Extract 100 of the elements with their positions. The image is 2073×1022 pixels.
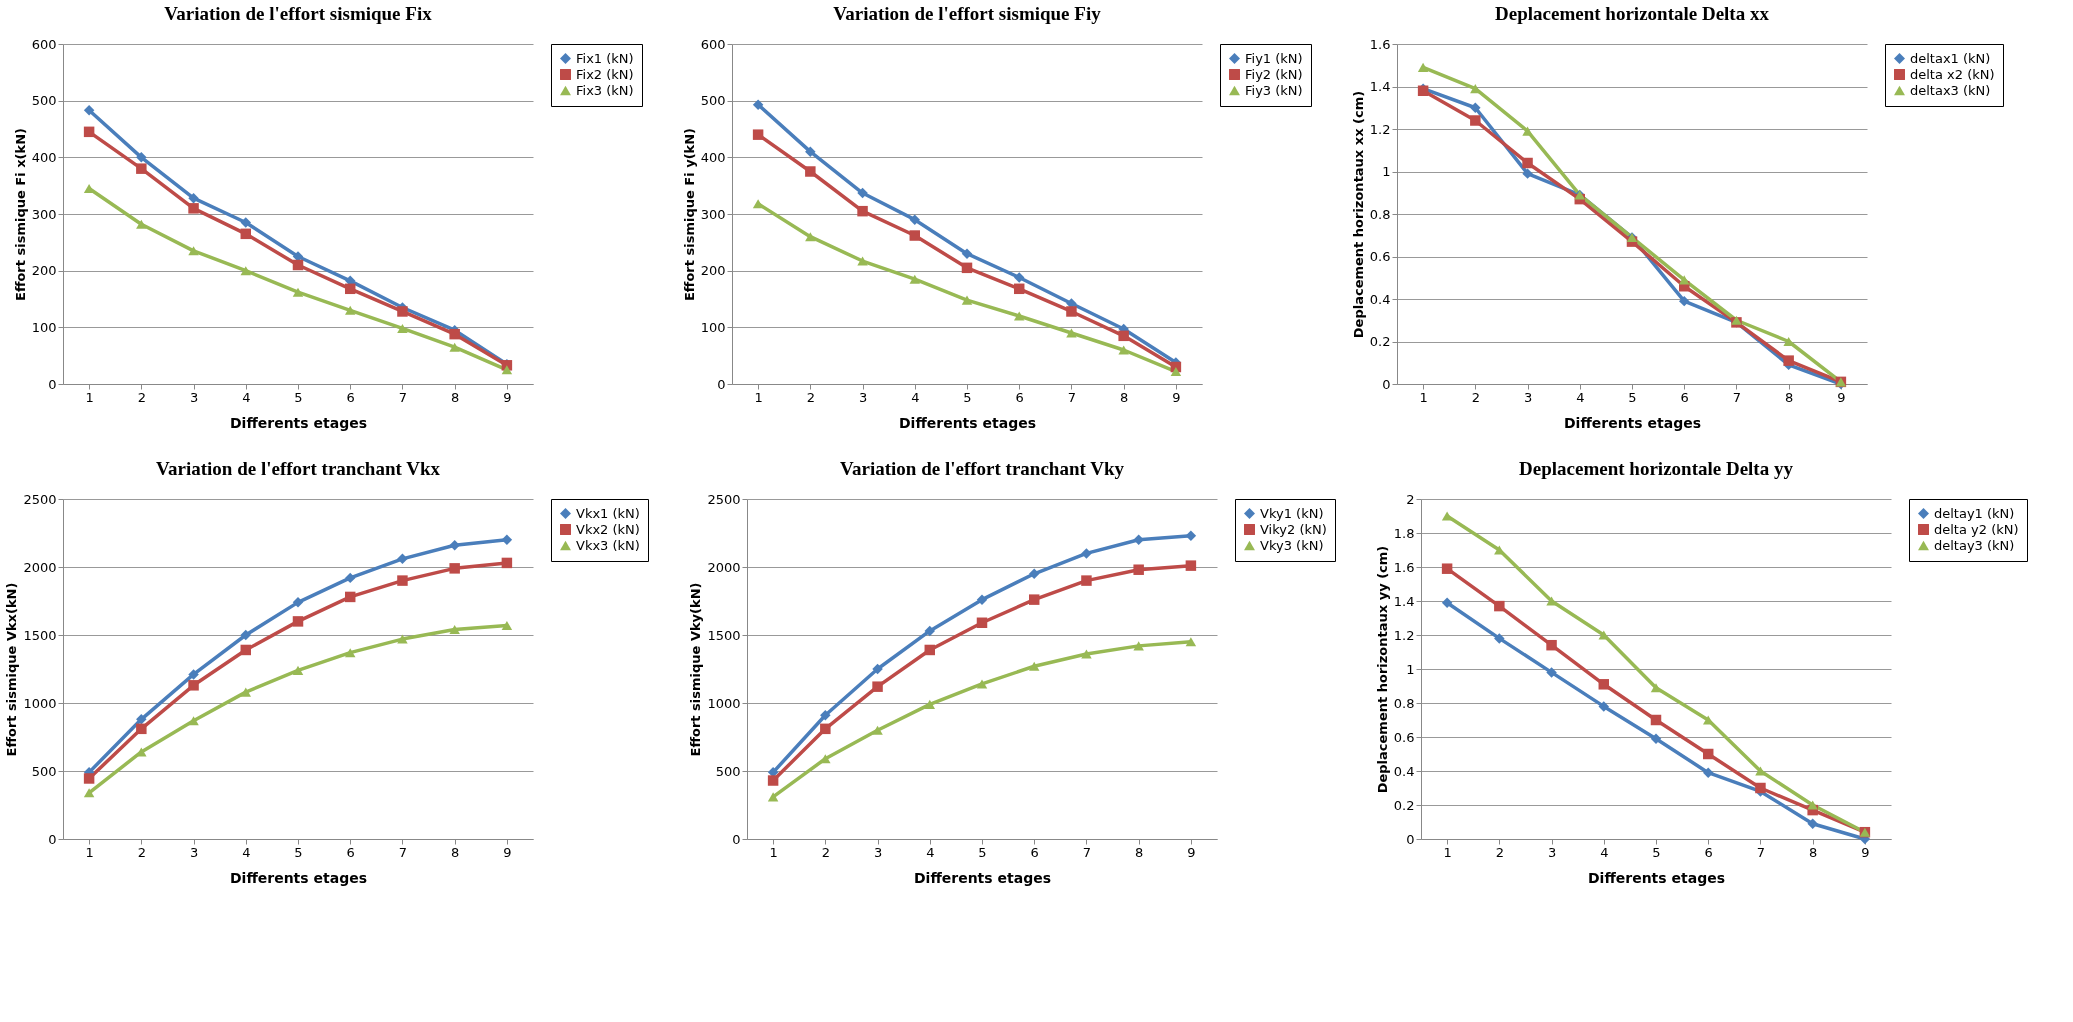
x-tick-label: 9 bbox=[1187, 844, 1196, 860]
x-tick-label: 8 bbox=[451, 844, 460, 860]
y-tick-label: 1.8 bbox=[1393, 525, 1415, 541]
y-tick-label: 300 bbox=[700, 206, 726, 222]
y-axis-title: Effort sismique Vky(kN) bbox=[688, 582, 704, 757]
y-tick-label: 0.4 bbox=[1393, 763, 1415, 779]
x-tick-label: 4 bbox=[1600, 844, 1609, 860]
x-tick-label: 6 bbox=[1704, 844, 1713, 860]
y-axis-title: Deplacement horizontaux yy (cm) bbox=[1374, 545, 1390, 794]
y-tick-label: 0 bbox=[48, 831, 57, 847]
y-tick-label: 500 bbox=[31, 93, 57, 109]
x-tick-label: 3 bbox=[1523, 389, 1533, 405]
legend-label: deltay3 (kN) bbox=[1934, 537, 2015, 553]
y-tick-label: 0.2 bbox=[1393, 797, 1415, 813]
legend-label: Fix1 (kN) bbox=[576, 50, 634, 66]
y-tick-label: 1500 bbox=[707, 627, 741, 643]
x-tick-label: 2 bbox=[137, 844, 146, 860]
chart-title: Deplacement horizontale Delta xx bbox=[1495, 3, 1770, 24]
chart-title: Deplacement horizontale Delta yy bbox=[1519, 458, 1794, 479]
chart-title: Variation de l'effort sismique Fix bbox=[164, 3, 433, 24]
y-tick-label: 600 bbox=[31, 36, 57, 52]
x-axis-title: Differents etages bbox=[898, 414, 1037, 431]
legend-label: deltax1 (kN) bbox=[1910, 50, 1991, 66]
x-tick-label: 6 bbox=[346, 389, 355, 405]
y-tick-label: 300 bbox=[31, 206, 57, 222]
y-tick-label: 0.6 bbox=[1369, 249, 1391, 264]
x-tick-label: 1 bbox=[1443, 844, 1452, 860]
x-tick-label: 5 bbox=[1652, 844, 1661, 860]
y-axis-title: Effort sismique Fi y(kN) bbox=[681, 127, 697, 302]
y-tick-label: 1000 bbox=[707, 695, 741, 711]
y-tick-label: 2000 bbox=[707, 559, 741, 575]
x-axis-title: Differents etages bbox=[913, 869, 1052, 886]
y-tick-label: 2000 bbox=[23, 559, 57, 575]
x-tick-label: 3 bbox=[858, 389, 868, 405]
y-tick-label: 1.6 bbox=[1369, 36, 1391, 52]
y-tick-label: 500 bbox=[700, 93, 726, 109]
legend-label: Viky2 (kN) bbox=[1260, 521, 1327, 537]
y-tick-label: 0.4 bbox=[1369, 291, 1391, 307]
y-tick-label: 100 bbox=[31, 319, 57, 335]
legend-label: Vkx2 (kN) bbox=[576, 521, 640, 537]
legend-label: deltay1 (kN) bbox=[1934, 505, 2015, 521]
y-tick-label: 0 bbox=[732, 831, 741, 847]
y-tick-label: 1.2 bbox=[1393, 627, 1415, 643]
y-tick-label: 0.8 bbox=[1393, 695, 1415, 711]
x-axis-title: Differents etages bbox=[229, 414, 368, 431]
x-tick-label: 7 bbox=[1732, 389, 1742, 405]
y-tick-label: 1.4 bbox=[1393, 593, 1415, 609]
x-axis-title: Differents etages bbox=[1563, 414, 1702, 431]
x-tick-label: 2 bbox=[1495, 844, 1504, 860]
y-tick-label: 2 bbox=[1406, 491, 1415, 507]
legend-label: Fix2 (kN) bbox=[576, 66, 634, 82]
x-tick-label: 7 bbox=[398, 844, 408, 860]
x-tick-label: 2 bbox=[806, 389, 815, 405]
y-tick-label: 0 bbox=[48, 376, 57, 392]
legend-label: Vkx1 (kN) bbox=[576, 505, 640, 521]
y-tick-label: 400 bbox=[31, 149, 57, 165]
chart-title: Variation de l'effort sismique Fiy bbox=[833, 3, 1102, 24]
x-tick-label: 8 bbox=[451, 389, 460, 405]
legend-label: delta x2 (kN) bbox=[1910, 66, 1995, 82]
x-tick-label: 9 bbox=[1837, 389, 1846, 405]
y-tick-label: 100 bbox=[700, 319, 726, 335]
x-tick-label: 5 bbox=[294, 844, 303, 860]
y-tick-label: 500 bbox=[31, 763, 57, 779]
x-tick-label: 7 bbox=[1082, 844, 1092, 860]
y-tick-label: 200 bbox=[31, 263, 57, 279]
x-tick-label: 2 bbox=[1471, 389, 1480, 405]
x-tick-label: 4 bbox=[926, 844, 935, 860]
chart-title: Variation de l'effort tranchant Vkx bbox=[156, 458, 441, 479]
y-tick-label: 200 bbox=[700, 263, 726, 279]
x-tick-label: 9 bbox=[1172, 389, 1181, 405]
y-axis-title: Effort sismique Vkx(kN) bbox=[4, 582, 20, 757]
x-tick-label: 9 bbox=[503, 844, 512, 860]
y-tick-label: 1.4 bbox=[1369, 79, 1391, 94]
y-tick-label: 600 bbox=[700, 36, 726, 52]
y-tick-label: 1500 bbox=[23, 627, 57, 643]
y-tick-label: 0.6 bbox=[1393, 729, 1415, 745]
y-tick-label: 1 bbox=[1382, 164, 1391, 179]
y-tick-label: 0 bbox=[717, 376, 726, 392]
y-tick-label: 1000 bbox=[23, 695, 57, 711]
y-tick-label: 500 bbox=[715, 763, 741, 779]
x-tick-label: 8 bbox=[1785, 389, 1794, 405]
x-tick-label: 6 bbox=[1680, 389, 1689, 405]
x-axis-title: Differents etages bbox=[1587, 869, 1726, 886]
legend-label: Fiy1 (kN) bbox=[1245, 50, 1303, 66]
y-tick-label: 400 bbox=[700, 149, 726, 165]
x-tick-label: 6 bbox=[1030, 844, 1039, 860]
y-tick-label: 1 bbox=[1406, 661, 1415, 677]
y-tick-label: 0.8 bbox=[1369, 206, 1391, 222]
legend-label: Vky1 (kN) bbox=[1260, 505, 1324, 521]
x-tick-label: 2 bbox=[821, 844, 830, 860]
x-tick-label: 4 bbox=[1576, 389, 1585, 405]
legend-label: Fiy3 (kN) bbox=[1245, 82, 1303, 98]
y-tick-label: 1.2 bbox=[1369, 121, 1391, 137]
legend-label: delta y2 (kN) bbox=[1934, 521, 2019, 537]
x-tick-label: 1 bbox=[769, 844, 778, 860]
y-tick-label: 1.6 bbox=[1393, 559, 1415, 575]
x-tick-label: 5 bbox=[978, 844, 987, 860]
x-tick-label: 7 bbox=[1067, 389, 1077, 405]
x-tick-label: 1 bbox=[1419, 389, 1428, 405]
x-axis-title: Differents etages bbox=[229, 869, 368, 886]
